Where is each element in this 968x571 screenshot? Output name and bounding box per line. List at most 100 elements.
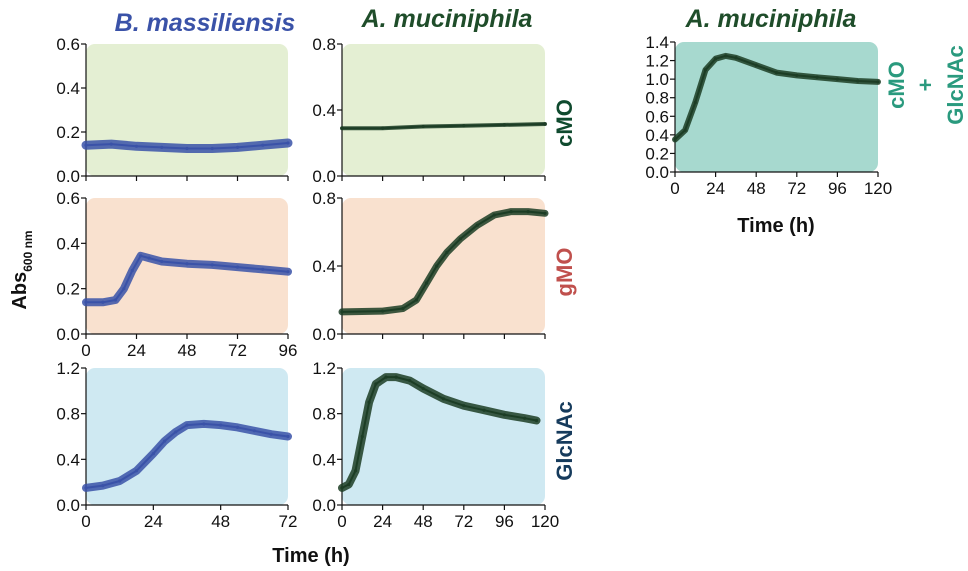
panel-am-glcnac: 0.0 0.4 0.8 1.2 0 24 48 72 96 120 — [312, 359, 559, 531]
data-point — [475, 223, 479, 227]
x-tick-label: 72 — [787, 179, 806, 198]
data-point — [261, 267, 265, 271]
panel-background — [675, 42, 878, 172]
data-point — [693, 100, 697, 104]
data-point — [202, 422, 206, 426]
data-point — [261, 143, 265, 147]
data-point — [462, 124, 466, 128]
data-point — [526, 210, 530, 214]
data-point — [876, 80, 880, 84]
panel-background — [342, 44, 545, 176]
y-tick-label: 0.6 — [56, 189, 80, 208]
data-point — [252, 429, 256, 433]
panel-bm-cmo: 0.0 0.2 0.4 0.6 — [56, 35, 293, 186]
x-tick-label: 72 — [228, 341, 247, 360]
data-point — [118, 479, 122, 483]
data-point — [269, 432, 273, 436]
data-point — [286, 270, 290, 274]
data-point — [543, 211, 547, 215]
y-tick-label: 0.8 — [56, 405, 80, 424]
data-point — [185, 262, 189, 266]
condition-label-right-glcnac: GlcNAc — [943, 45, 968, 124]
y-tick-label: 0.8 — [312, 189, 336, 208]
series-line — [342, 123, 546, 130]
x-tick-label: 120 — [531, 512, 559, 531]
data-point — [235, 425, 240, 429]
data-point — [445, 250, 449, 254]
data-point — [482, 408, 486, 412]
data-point — [101, 300, 105, 304]
data-point — [113, 298, 118, 302]
data-point — [122, 287, 126, 291]
x-tick-label: 48 — [747, 179, 766, 198]
data-point — [185, 146, 189, 151]
data-point — [462, 404, 466, 408]
x-tick-label: 24 — [706, 179, 725, 198]
y-tick-label: 0.0 — [56, 496, 80, 515]
data-point — [185, 423, 189, 427]
header-a-muciniphila: A. muciniphila — [361, 5, 533, 33]
y-tick-label: 1.2 — [56, 359, 80, 378]
data-point — [458, 237, 463, 241]
panel-am-cmo-glcnac: 0.00.20.40.60.81.01.21.4 0 24 48 72 96 120 — [645, 33, 892, 198]
data-point — [84, 486, 88, 490]
data-point — [502, 413, 506, 417]
data-point — [492, 213, 496, 217]
y-tick-label: 0.8 — [312, 35, 336, 54]
data-point — [134, 144, 139, 148]
data-point — [160, 145, 164, 149]
condition-label-right-plus: + — [913, 79, 938, 92]
data-point — [147, 256, 151, 260]
y-axis-label-subscript: 600 nm — [21, 230, 35, 271]
data-point — [235, 265, 240, 269]
y-tick-label: 0.2 — [56, 280, 80, 299]
x-tick-label: 24 — [144, 512, 163, 531]
data-point — [421, 124, 425, 129]
data-point — [286, 434, 290, 439]
data-point — [774, 71, 779, 75]
y-tick-label: 1.0 — [645, 70, 669, 89]
data-point — [835, 77, 840, 81]
data-point — [394, 375, 398, 379]
data-point — [174, 430, 178, 434]
data-point — [139, 254, 143, 258]
data-point — [162, 439, 167, 443]
data-point — [219, 423, 223, 427]
y-tick-label: 0.0 — [56, 325, 80, 344]
x-tick-label: 24 — [373, 512, 392, 531]
panel-background — [86, 44, 288, 176]
x-tick-label: 0 — [670, 179, 679, 198]
series-line — [85, 422, 289, 489]
y-tick-label: 0.0 — [645, 163, 669, 182]
y-tick-label: 0.4 — [645, 126, 669, 145]
data-point — [408, 378, 412, 383]
data-point — [421, 386, 425, 391]
x-tick-label: 0 — [337, 512, 346, 531]
y-tick-label: 0.0 — [312, 167, 336, 186]
data-point — [101, 483, 105, 488]
data-point — [414, 298, 419, 302]
data-point — [714, 57, 718, 61]
data-point — [384, 375, 388, 379]
y-tick-label: 0.6 — [56, 35, 80, 54]
data-point — [210, 146, 214, 151]
data-point — [703, 68, 708, 72]
data-point — [815, 75, 819, 79]
y-tick-label: 0.4 — [312, 257, 336, 276]
condition-label-right-cmo: cMO — [884, 61, 909, 109]
y-tick-label: 0.4 — [56, 450, 80, 469]
data-point — [534, 418, 539, 423]
data-point — [160, 259, 164, 264]
data-point — [424, 281, 429, 285]
data-point — [381, 309, 385, 313]
data-point — [134, 469, 139, 473]
series-line — [674, 54, 879, 141]
data-point — [340, 310, 344, 314]
y-tick-label: 0.8 — [645, 89, 669, 108]
header-a-muciniphila-right: A. muciniphila — [685, 5, 857, 33]
y-tick-label: 0.6 — [645, 107, 669, 126]
x-axis-label-right: Time (h) — [737, 215, 814, 237]
data-point — [509, 210, 513, 214]
y-axis-label-main: Abs — [9, 272, 31, 310]
x-tick-label: 0 — [81, 341, 90, 360]
